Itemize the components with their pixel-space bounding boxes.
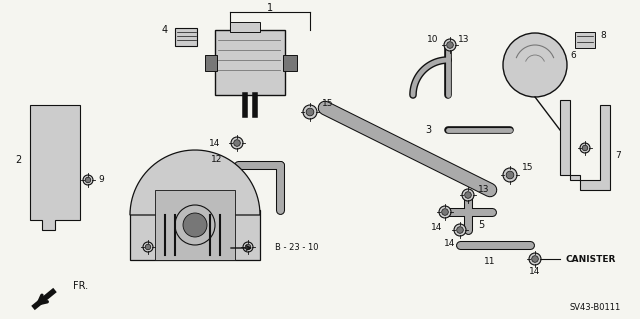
Circle shape	[529, 253, 541, 265]
Circle shape	[245, 244, 251, 250]
Circle shape	[234, 140, 240, 146]
Circle shape	[143, 242, 153, 252]
Text: 8: 8	[600, 31, 605, 40]
Bar	[205, 55, 217, 71]
Text: CANISTER: CANISTER	[565, 255, 616, 263]
Circle shape	[465, 192, 471, 198]
Polygon shape	[130, 150, 260, 215]
Circle shape	[442, 209, 448, 215]
Text: 1: 1	[267, 3, 273, 13]
Circle shape	[582, 145, 588, 151]
Circle shape	[439, 206, 451, 218]
Bar	[215, 30, 285, 95]
Polygon shape	[560, 100, 610, 190]
Text: 7: 7	[615, 151, 621, 160]
Text: 13: 13	[478, 186, 490, 195]
Text: 6: 6	[570, 50, 576, 60]
Bar	[575, 32, 595, 48]
Text: 15: 15	[322, 99, 333, 108]
Circle shape	[444, 39, 456, 51]
Text: 12: 12	[211, 155, 222, 165]
Text: 11: 11	[484, 257, 496, 266]
Text: 4: 4	[162, 25, 168, 35]
Text: 14: 14	[444, 240, 456, 249]
Text: 3: 3	[425, 125, 431, 135]
Text: 5: 5	[478, 220, 484, 230]
Circle shape	[462, 189, 474, 201]
Text: 14: 14	[431, 224, 443, 233]
Text: 14: 14	[209, 138, 220, 147]
Text: FR.: FR.	[73, 281, 88, 291]
Text: 14: 14	[529, 268, 541, 277]
Bar	[155, 190, 235, 260]
Circle shape	[85, 177, 91, 183]
Circle shape	[306, 108, 314, 116]
Bar	[283, 55, 297, 71]
Circle shape	[532, 256, 538, 262]
Circle shape	[447, 42, 453, 48]
Bar	[175, 28, 197, 46]
Bar	[230, 22, 260, 32]
Text: B - 23 - 10: B - 23 - 10	[275, 243, 319, 253]
Circle shape	[506, 171, 514, 179]
Text: 15: 15	[522, 164, 534, 173]
Circle shape	[503, 168, 517, 182]
Circle shape	[83, 175, 93, 185]
Circle shape	[145, 244, 151, 250]
Circle shape	[183, 213, 207, 237]
Text: 9: 9	[98, 175, 104, 184]
Text: SV43-B0111: SV43-B0111	[570, 303, 621, 313]
Circle shape	[454, 224, 466, 236]
Circle shape	[243, 242, 253, 252]
Text: 2: 2	[16, 155, 22, 165]
Circle shape	[580, 143, 590, 153]
Circle shape	[231, 137, 243, 149]
Text: 10: 10	[426, 35, 438, 44]
Bar	[130, 210, 260, 260]
Circle shape	[503, 33, 567, 97]
Circle shape	[457, 227, 463, 233]
Circle shape	[303, 105, 317, 119]
Text: 13: 13	[458, 35, 470, 44]
Polygon shape	[30, 105, 80, 230]
